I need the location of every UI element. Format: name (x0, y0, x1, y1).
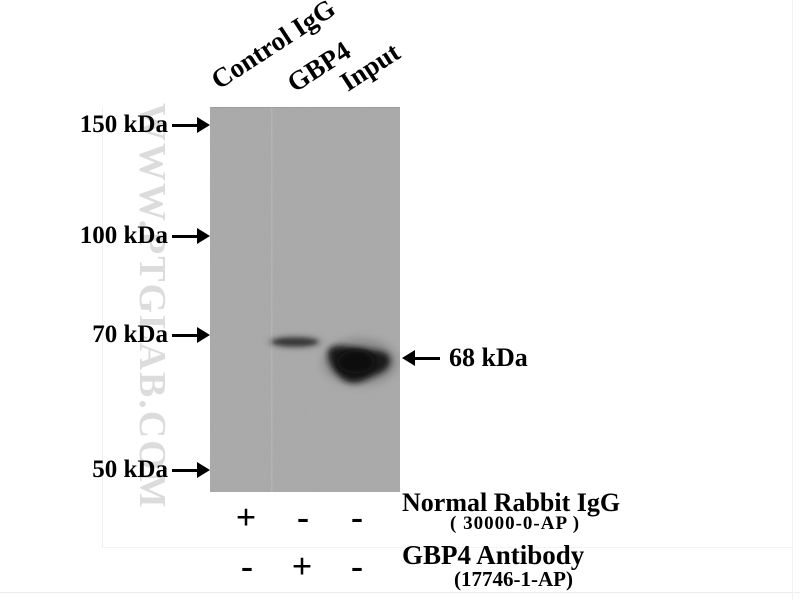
arrow-right-icon (172, 462, 210, 479)
blot-bands-graphic (210, 108, 400, 492)
marker-label-70: 70 kDa (92, 321, 168, 348)
marker-row-150: 150 kDa (60, 111, 210, 139)
marker-row-70: 70 kDa (60, 321, 210, 349)
marker-row-100: 100 kDa (60, 222, 210, 250)
catalog-number-gbp4-antibody: (17746-1-AP) (454, 567, 573, 591)
scan-artifact-hline (102, 547, 792, 548)
scan-artifact-vline (102, 108, 103, 548)
reagent-label-igg: Normal Rabbit IgG (402, 488, 621, 517)
lane-seam (271, 108, 273, 492)
sign-row2-lane3: - (351, 546, 363, 586)
sign-row1-lane1: + (235, 497, 257, 537)
scan-artifact-right-line (792, 0, 793, 600)
sign-row2-lane1: - (241, 546, 253, 586)
sign-row1-lane2: - (297, 497, 309, 537)
arrow-right-icon (172, 228, 210, 245)
band-gbp4 (272, 337, 318, 347)
arrow-left-icon (402, 350, 440, 367)
scan-artifact-bottom-line (0, 592, 800, 593)
watermark: WWW.PTGLAB.COM (131, 103, 173, 510)
blot-membrane (210, 107, 400, 492)
marker-label-100: 100 kDa (79, 222, 168, 249)
band-pointer-label: 68 kDa (449, 343, 528, 372)
sign-row1-lane3: - (351, 497, 363, 537)
marker-label-150: 150 kDa (79, 111, 168, 138)
marker-label-50: 50 kDa (92, 456, 168, 483)
marker-row-50: 50 kDa (60, 456, 210, 484)
band-pointer: 68 kDa (402, 344, 528, 372)
catalog-number-igg: ( 30000-0-AP ) (450, 513, 581, 534)
arrow-right-icon (172, 327, 210, 344)
sign-row2-lane2: + (291, 546, 313, 586)
arrow-right-icon (172, 117, 210, 134)
band-input-core (337, 350, 375, 374)
reagent-label-gbp4-antibody: GBP4 Antibody (402, 540, 585, 570)
